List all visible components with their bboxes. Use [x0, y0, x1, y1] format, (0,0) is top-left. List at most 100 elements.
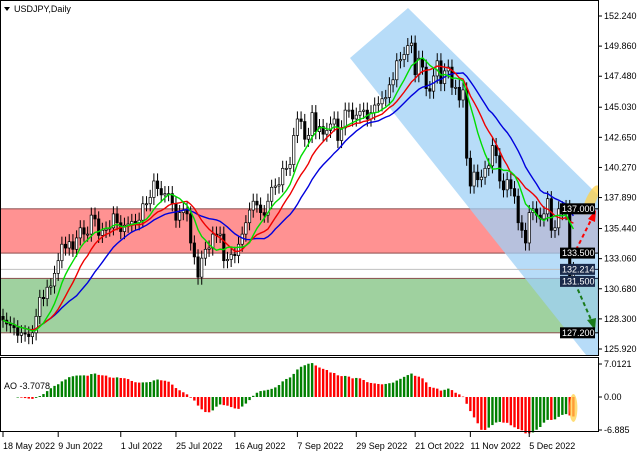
candle-body: [16, 327, 20, 336]
ao-bar: [524, 397, 527, 434]
candle-body: [89, 214, 93, 235]
ao-bar: [68, 377, 71, 397]
level-label-bg: [560, 275, 595, 287]
candle: [439, 53, 443, 92]
candle-body: [454, 87, 458, 89]
ao-bar: [439, 390, 443, 397]
candle: [255, 193, 259, 213]
candle: [144, 196, 149, 212]
candle-body: [509, 179, 513, 189]
ao-bar: [377, 383, 380, 397]
ao-bar: [561, 397, 564, 415]
candle-body: [325, 130, 329, 135]
ao-bar: [108, 377, 111, 397]
ao-bar: [189, 397, 192, 398]
ao-bar: [207, 397, 211, 413]
ao-bar: [413, 375, 417, 397]
candle-body: [505, 179, 509, 191]
ao-bar: [491, 397, 494, 426]
candle-body: [189, 213, 193, 244]
candle-body: [527, 212, 531, 244]
candle-body: [218, 233, 222, 236]
candle-body: [524, 229, 528, 244]
candle-body: [52, 272, 57, 287]
ma-fast-line: [2, 57, 575, 332]
ao-bar: [550, 397, 553, 420]
ao-bar: [86, 375, 89, 397]
candle: [391, 72, 395, 93]
candle-body: [476, 171, 480, 181]
ao-bar: [410, 373, 413, 397]
candle-body: [395, 60, 399, 81]
ao-bar: [204, 397, 207, 413]
candle: [395, 53, 399, 88]
ao-bar: [318, 367, 321, 397]
candle: [71, 234, 75, 257]
ao-bar: [314, 365, 317, 397]
candle: [343, 102, 347, 136]
candle: [196, 249, 200, 285]
ao-bar: [340, 376, 343, 397]
candle: [251, 193, 255, 218]
candle-body: [472, 171, 476, 187]
candle-body: [233, 254, 237, 256]
ao-tick-label: 7.0121: [604, 359, 632, 369]
candle: [259, 197, 263, 221]
candle: [398, 51, 402, 69]
candle: [78, 220, 82, 246]
candle-body: [277, 184, 281, 187]
date-tick-label: 5 Dec 2022: [529, 441, 575, 451]
ao-label: AO -3.7078: [4, 381, 50, 391]
candle-body: [248, 209, 252, 224]
price-tick-label: 142.650: [604, 132, 637, 142]
candle-body: [413, 42, 417, 76]
ao-bar: [215, 397, 218, 407]
price-panel-frame: [0, 0, 599, 356]
price-tick-label: 147.480: [604, 71, 637, 81]
candle: [321, 118, 325, 142]
candle-body: [465, 89, 469, 159]
candle: [266, 193, 270, 223]
date-tick-label: 11 Nov 2022: [470, 441, 520, 451]
ao-bar: [513, 397, 516, 428]
ao-bar: [115, 377, 119, 397]
dropdown-triangle-icon[interactable]: [4, 7, 10, 11]
ao-bar: [509, 397, 513, 426]
candle: [461, 82, 465, 108]
candle-body: [255, 200, 259, 206]
level-label-bg: [560, 203, 595, 215]
ao-bar: [391, 382, 395, 397]
candle-body: [409, 42, 414, 46]
candle-body: [398, 59, 402, 62]
candle: [465, 82, 469, 166]
ao-bar: [134, 382, 137, 397]
candle: [270, 179, 274, 209]
candle: [148, 189, 152, 212]
candle-body: [501, 180, 506, 191]
ao-bar: [277, 385, 281, 397]
candle: [30, 325, 34, 345]
candle-body: [542, 213, 546, 220]
chart-title[interactable]: USDJPY,Daily: [4, 4, 71, 14]
candle: [424, 59, 428, 97]
price-tick-label: 149.860: [604, 41, 637, 51]
ao-bar: [333, 373, 336, 397]
candle-body: [133, 221, 138, 224]
ao-bar: [31, 397, 34, 399]
ao-bar: [483, 397, 487, 430]
date-tick-label: 7 Sep 2022: [297, 441, 343, 451]
ao-bar: [417, 376, 421, 397]
ao-bar: [432, 387, 435, 397]
candle: [236, 236, 241, 264]
ao-bar: [222, 397, 225, 406]
candle-body: [288, 164, 292, 169]
date-tick-label: 25 Jul 2022: [176, 441, 223, 451]
candle: [347, 102, 351, 118]
ao-bar: [469, 397, 472, 412]
ao-bar: [520, 397, 524, 431]
candle: [512, 180, 517, 204]
candle-body: [321, 126, 325, 135]
candle-body: [30, 332, 34, 337]
candle: [277, 177, 281, 194]
ao-bar: [465, 397, 468, 404]
